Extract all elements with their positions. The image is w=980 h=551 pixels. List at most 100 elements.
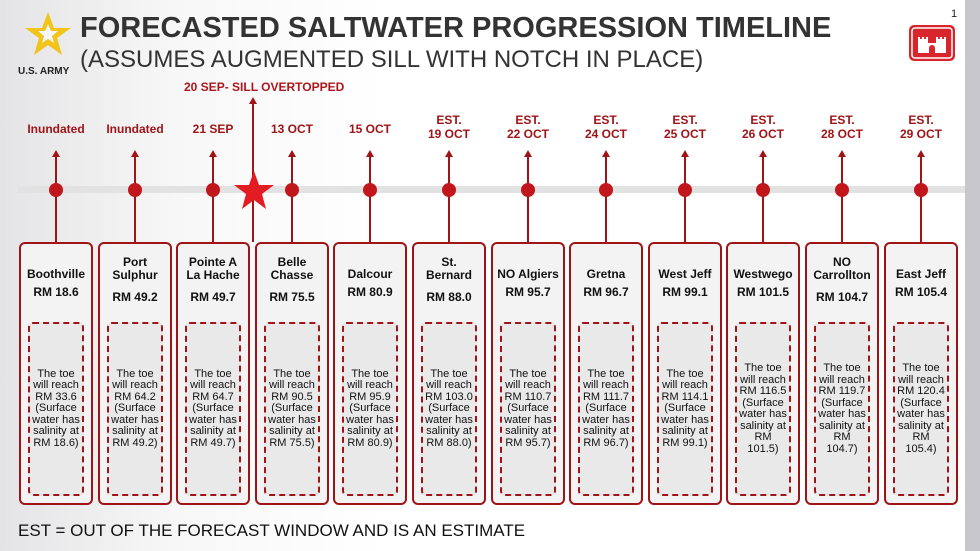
star-icon xyxy=(234,171,274,209)
timeline-connector xyxy=(527,156,529,242)
timeline-connector xyxy=(134,156,136,242)
forecast-note-line: water has xyxy=(32,413,80,426)
timeline-arrowhead xyxy=(917,150,925,157)
river-mile: RM 95.7 xyxy=(505,285,551,299)
timeline-arrowhead xyxy=(366,150,374,157)
forecast-note-line: The toe xyxy=(509,367,547,380)
forecast-note-line: RM xyxy=(754,431,772,443)
forecast-note-line: will reach xyxy=(112,379,158,392)
location-name-line: St. xyxy=(441,255,457,269)
forecast-note-line: salinity at xyxy=(505,425,551,438)
timeline-connector xyxy=(920,156,922,242)
location-name: NO Algiers xyxy=(493,268,563,281)
location-name: Westwego xyxy=(728,268,798,281)
location-name-line: NO xyxy=(833,255,851,269)
forecast-note-box: The toe will reach RM 95.9 (Surface water ha… xyxy=(342,322,398,496)
timeline-dot xyxy=(914,183,928,197)
timeline-date-label-line: 22 OCT xyxy=(506,127,549,141)
river-mile: RM 80.9 xyxy=(347,285,393,299)
forecast-note-box: The toe will reach RM 33.6 (Surface water ha… xyxy=(28,322,84,496)
forecast-note-line: will reach xyxy=(819,373,865,386)
forecast-note-line: RM 75.5) xyxy=(269,436,315,449)
timeline-arrowhead xyxy=(52,150,60,157)
army-star-icon xyxy=(25,12,71,55)
timeline-date-label-line: 25 OCT xyxy=(663,127,706,141)
timeline-connector xyxy=(684,156,686,242)
timeline-connector xyxy=(369,156,371,242)
forecast-note-box: The toe will reach RM 103.0 (Surface water h… xyxy=(421,322,477,496)
forecast-note-line: salinity at xyxy=(347,425,393,438)
forecast-note-line: RM 64.2 xyxy=(114,390,156,403)
location-card: Dalcour RM 80.9 The toe will reach RM 95.9 (S… xyxy=(333,242,407,505)
forecast-note-line: The toe xyxy=(744,362,782,374)
river-mile: RM 101.5 xyxy=(736,285,790,299)
location-name-line: Belle xyxy=(277,255,307,269)
timeline-arrowhead xyxy=(602,150,610,157)
page-number: 1 xyxy=(951,8,958,20)
forecast-note-line: RM 95.7) xyxy=(505,436,551,449)
page-title: FORECASTED SALTWATER PROGRESSION TIMELIN… xyxy=(80,12,832,44)
location-name: Boothville xyxy=(21,268,91,281)
timeline-arrowhead xyxy=(524,150,532,157)
forecast-note-line: salinity at xyxy=(190,425,236,438)
location-name-line: Carrollton xyxy=(813,268,871,282)
location-name-line: Gretna xyxy=(586,267,626,281)
timeline-date-label-line: 26 OCT xyxy=(741,127,784,141)
forecast-note-line: The toe xyxy=(823,362,861,374)
forecast-note: The toe will reach RM 111.7 (Surface water h… xyxy=(582,368,630,450)
timeline-date-label-line: 21 SEP xyxy=(192,122,234,136)
location-card: East Jeff RM 105.4 The toe will reach RM 120… xyxy=(884,242,958,505)
forecast-note-line: salinity at xyxy=(819,419,865,432)
location-name-line: Chasse xyxy=(270,268,314,282)
forecast-note-line: RM 119.7 xyxy=(818,385,866,397)
timeline-date-label: EST. 25 OCT xyxy=(645,113,725,141)
timeline-bar xyxy=(18,186,965,193)
forecast-note-line: (Surface xyxy=(428,402,470,415)
location-name: Dalcour xyxy=(335,268,405,281)
forecast-note-line: RM xyxy=(912,431,930,443)
timeline-date-label-line: 29 OCT xyxy=(899,127,942,141)
forecast-note-line: water has xyxy=(818,408,866,420)
forecast-note-line: water has xyxy=(425,413,473,426)
river-mile: RM 104.7 xyxy=(815,290,869,304)
river-mile: RM 49.2 xyxy=(112,290,158,304)
location-name: Pointe A La Hache xyxy=(178,256,248,282)
forecast-note-line: (Surface xyxy=(821,396,863,409)
forecast-note-line: (Surface xyxy=(349,402,391,415)
sill-arrowhead xyxy=(249,97,257,104)
location-name: Gretna xyxy=(571,268,641,281)
forecast-note-line: (Surface xyxy=(742,396,784,409)
forecast-note-line: (Surface xyxy=(900,396,942,409)
forecast-note-line: RM 49.2) xyxy=(112,436,158,449)
location-name-line: West Jeff xyxy=(658,267,712,281)
timeline-date-label-line: EST. xyxy=(593,113,619,127)
forecast-note-line: water has xyxy=(189,413,237,426)
forecast-note-line: will reach xyxy=(898,373,944,386)
forecast-note-line: RM 18.6) xyxy=(33,436,79,449)
forecast-note-line: will reach xyxy=(426,379,472,392)
forecast-note-line: RM 95.9 xyxy=(349,390,391,403)
forecast-note-line: water has xyxy=(897,408,945,420)
location-name-line: Pointe A xyxy=(188,255,238,269)
forecast-note-line: RM 120.4 xyxy=(897,385,945,397)
timeline-date-label: Inundated xyxy=(16,122,96,136)
timeline-dot xyxy=(599,183,613,197)
forecast-note-line: The toe xyxy=(666,367,704,380)
location-card: Pointe A La Hache RM 49.7 The toe will reach… xyxy=(176,242,250,505)
timeline-arrowhead xyxy=(131,150,139,157)
forecast-note-line: salinity at xyxy=(583,425,629,438)
timeline-dot xyxy=(49,183,63,197)
forecast-note-line: will reach xyxy=(269,379,315,392)
location-name: East Jeff xyxy=(886,268,956,281)
forecast-note: The toe will reach RM 120.4 (Surface water h… xyxy=(897,362,945,455)
forecast-note-line: will reach xyxy=(662,379,708,392)
forecast-note-line: RM xyxy=(833,431,851,443)
timeline-date-label: EST. 22 OCT xyxy=(488,113,568,141)
timeline-date-label: EST. 29 OCT xyxy=(881,113,961,141)
forecast-note: The toe will reach RM 64.2 (Surface water ha… xyxy=(111,368,159,450)
forecast-note: The toe will reach RM 110.7 (Surface water h… xyxy=(504,367,552,450)
location-card: Boothville RM 18.6 The toe will reach RM 33.… xyxy=(19,242,93,505)
location-card: NO Algiers RM 95.7 The toe will reach RM 110… xyxy=(491,242,565,505)
forecast-note-line: RM 114.1 xyxy=(661,390,709,403)
location-name-line: Dalcour xyxy=(347,267,393,281)
